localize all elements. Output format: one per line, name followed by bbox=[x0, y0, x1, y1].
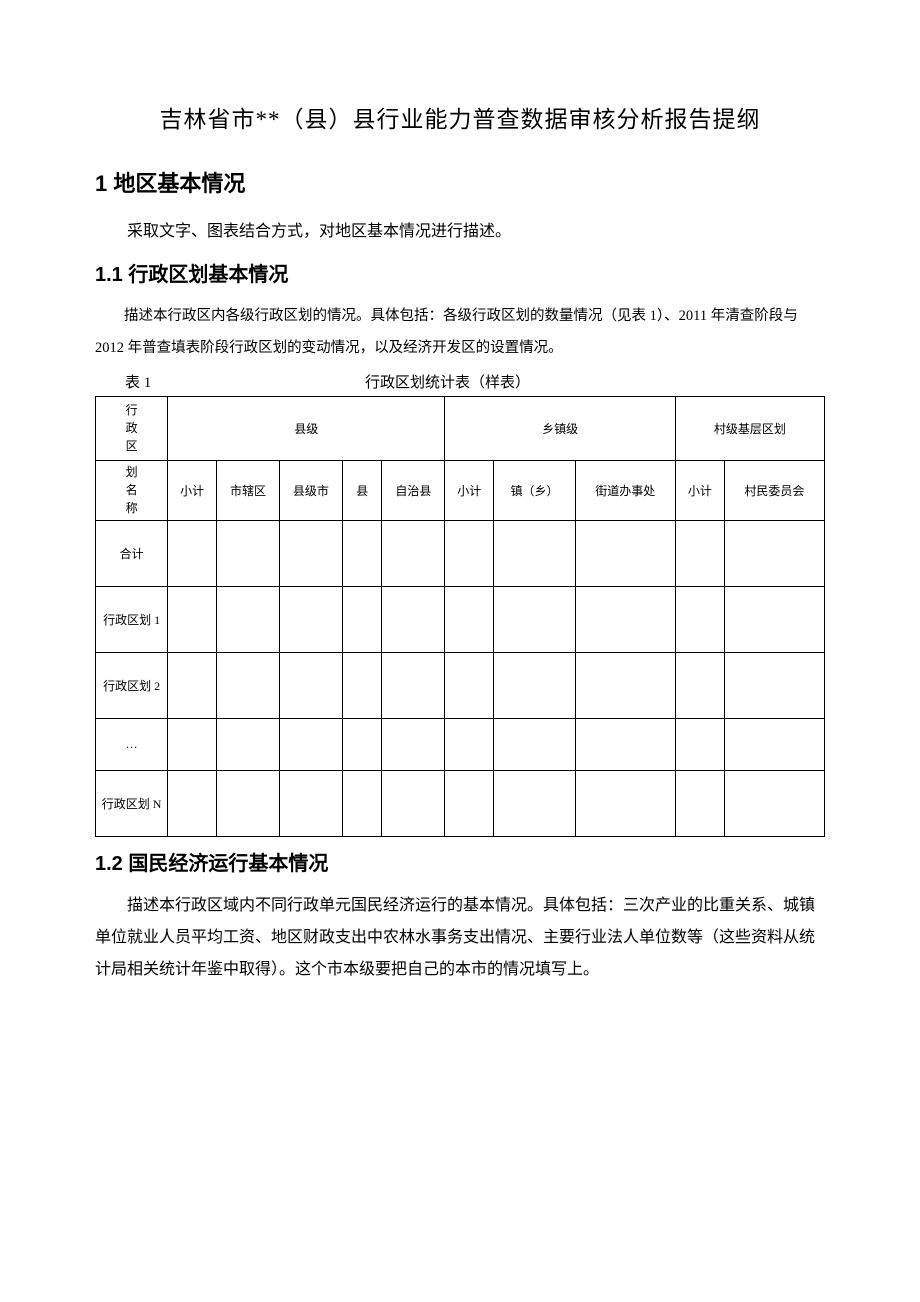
table-cell bbox=[168, 770, 217, 836]
table-cell bbox=[575, 520, 675, 586]
table-cell bbox=[494, 652, 576, 718]
table-cell bbox=[445, 520, 494, 586]
table-row: 行政区划 2 bbox=[96, 652, 825, 718]
table-cell bbox=[724, 770, 824, 836]
table-cell bbox=[445, 718, 494, 770]
table-cell bbox=[575, 652, 675, 718]
table-cell bbox=[445, 770, 494, 836]
row-label: 行政区划 2 bbox=[96, 652, 168, 718]
section-1-1-heading: 1.1 行政区划基本情况 bbox=[95, 258, 825, 287]
table-cell bbox=[342, 718, 382, 770]
table-cell bbox=[168, 586, 217, 652]
table-cell bbox=[724, 718, 824, 770]
col-xianjishi: 县级市 bbox=[279, 460, 342, 520]
col-xiaoji-1: 小计 bbox=[168, 460, 217, 520]
table-cell bbox=[494, 770, 576, 836]
table-cell bbox=[494, 718, 576, 770]
table-cell bbox=[575, 586, 675, 652]
row-label: 行政区划 N bbox=[96, 770, 168, 836]
table-cell bbox=[279, 770, 342, 836]
table-1-body: 合计行政区划 1行政区划 2…行政区划 N bbox=[96, 520, 825, 836]
col-xiaoji-2: 小计 bbox=[445, 460, 494, 520]
table-cell bbox=[724, 520, 824, 586]
section-1-intro: 采取文字、图表结合方式，对地区基本情况进行描述。 bbox=[95, 216, 825, 248]
col-shixiaqu: 市辖区 bbox=[217, 460, 280, 520]
col-xian: 县 bbox=[342, 460, 382, 520]
table-row: 合计 bbox=[96, 520, 825, 586]
table-cell bbox=[342, 520, 382, 586]
table-cell bbox=[445, 586, 494, 652]
col-zizhixian: 自治县 bbox=[382, 460, 445, 520]
row-label: 合计 bbox=[96, 520, 168, 586]
table-cell bbox=[575, 770, 675, 836]
row-label: 行政区划 1 bbox=[96, 586, 168, 652]
table-cell bbox=[279, 652, 342, 718]
document-title: 吉林省市**（县）县行业能力普查数据审核分析报告提纲 bbox=[95, 100, 825, 134]
table-cell bbox=[675, 770, 724, 836]
table-row: … bbox=[96, 718, 825, 770]
table-cell bbox=[724, 652, 824, 718]
table-cell bbox=[675, 718, 724, 770]
table-cell bbox=[168, 652, 217, 718]
table-cell bbox=[675, 520, 724, 586]
table-cell bbox=[382, 586, 445, 652]
row-header-bottom: 划名称 bbox=[96, 460, 168, 520]
row-label: … bbox=[96, 718, 168, 770]
group-header-town: 乡镇级 bbox=[445, 396, 676, 460]
table-cell bbox=[445, 652, 494, 718]
table-1-title: 行政区划统计表（样表） bbox=[365, 371, 825, 392]
table-row: 行政区划 N bbox=[96, 770, 825, 836]
table-cell bbox=[168, 520, 217, 586]
table-1-label: 表 1 bbox=[125, 371, 365, 392]
table-cell bbox=[575, 718, 675, 770]
table-1: 行政区 县级 乡镇级 村级基层区划 划名称 小计 市辖区 县级市 县 自治县 小… bbox=[95, 396, 825, 837]
table-cell bbox=[168, 718, 217, 770]
table-cell bbox=[217, 520, 280, 586]
section-1-2-heading: 1.2 国民经济运行基本情况 bbox=[95, 847, 825, 876]
row-header-top: 行政区 bbox=[96, 396, 168, 460]
table-cell bbox=[382, 770, 445, 836]
group-header-county: 县级 bbox=[168, 396, 445, 460]
table-row: 行政区划 1 bbox=[96, 586, 825, 652]
table-cell bbox=[675, 586, 724, 652]
table-cell bbox=[494, 520, 576, 586]
table-cell bbox=[279, 520, 342, 586]
table-cell bbox=[382, 718, 445, 770]
table-cell bbox=[382, 520, 445, 586]
table-cell bbox=[342, 770, 382, 836]
table-cell bbox=[279, 586, 342, 652]
table-cell bbox=[279, 718, 342, 770]
table-1-caption: 表 1 行政区划统计表（样表） bbox=[95, 371, 825, 392]
table-cell bbox=[342, 652, 382, 718]
col-zhenxiang: 镇（乡） bbox=[494, 460, 576, 520]
table-cell bbox=[382, 652, 445, 718]
table-header-row-1: 行政区 县级 乡镇级 村级基层区划 bbox=[96, 396, 825, 460]
col-jiedao: 街道办事处 bbox=[575, 460, 675, 520]
table-cell bbox=[724, 586, 824, 652]
col-xiaoji-3: 小计 bbox=[675, 460, 724, 520]
table-cell bbox=[494, 586, 576, 652]
table-cell bbox=[217, 652, 280, 718]
section-1-1-para: 描述本行政区内各级行政区划的情况。具体包括：各级行政区划的数量情况（见表 1）、… bbox=[95, 301, 825, 365]
table-cell bbox=[675, 652, 724, 718]
table-header-row-2: 划名称 小计 市辖区 县级市 县 自治县 小计 镇（乡） 街道办事处 小计 村民… bbox=[96, 460, 825, 520]
col-cunmin: 村民委员会 bbox=[724, 460, 824, 520]
section-1-2-para: 描述本行政区域内不同行政单元国民经济运行的基本情况。具体包括：三次产业的比重关系… bbox=[95, 890, 825, 986]
section-1-heading: 1 地区基本情况 bbox=[95, 166, 825, 198]
table-cell bbox=[217, 770, 280, 836]
group-header-village: 村级基层区划 bbox=[675, 396, 824, 460]
table-cell bbox=[342, 586, 382, 652]
table-cell bbox=[217, 586, 280, 652]
table-cell bbox=[217, 718, 280, 770]
